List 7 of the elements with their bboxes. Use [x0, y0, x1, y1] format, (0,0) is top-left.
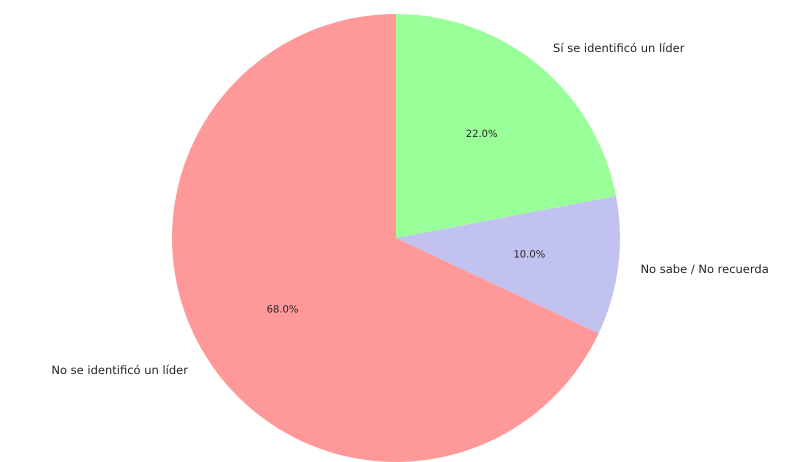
slice-label: No se identificó un líder [51, 363, 188, 378]
data-label: 68.0% [266, 304, 298, 316]
data-label: 22.0% [466, 128, 498, 140]
slice-label: Sí se identificó un líder [553, 41, 685, 56]
slice-label: No sabe / No recuerda [640, 262, 769, 276]
pie-slice [396, 196, 620, 334]
data-label: 10.0% [513, 249, 546, 260]
